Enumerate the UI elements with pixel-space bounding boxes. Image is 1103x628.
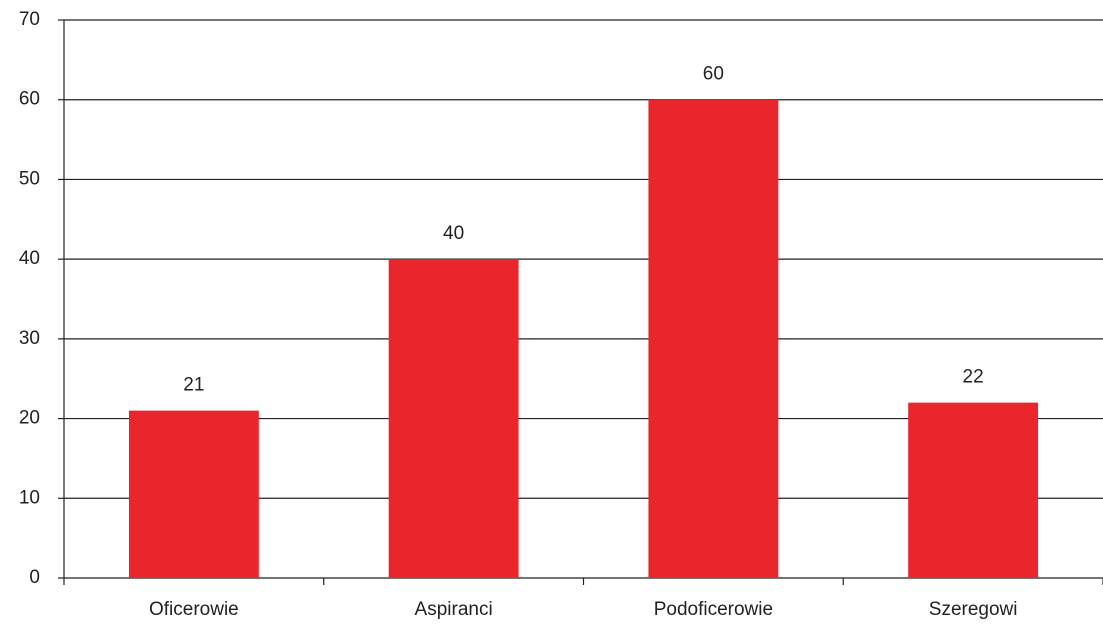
data-label: 21 xyxy=(183,375,204,396)
bar xyxy=(388,259,519,578)
bar xyxy=(128,410,259,578)
y-tick-label: 40 xyxy=(19,248,40,269)
y-tick-label: 50 xyxy=(19,168,40,189)
y-tick-label: 30 xyxy=(19,328,40,349)
x-tick-label: Podoficerowie xyxy=(654,599,773,620)
y-tick-label: 10 xyxy=(19,487,40,508)
data-label: 40 xyxy=(443,223,464,244)
data-label: 60 xyxy=(703,64,724,85)
x-tick-label: Szeregowi xyxy=(929,599,1018,620)
bar xyxy=(648,99,779,578)
y-tick-label: 70 xyxy=(19,9,40,30)
x-tick-label: Oficerowie xyxy=(149,599,239,620)
y-tick-label: 0 xyxy=(29,567,40,588)
y-tick-label: 60 xyxy=(19,89,40,110)
data-label: 22 xyxy=(963,367,984,388)
y-tick-label: 20 xyxy=(19,408,40,429)
bar xyxy=(908,402,1039,578)
x-tick-label: Aspiranci xyxy=(415,599,493,620)
